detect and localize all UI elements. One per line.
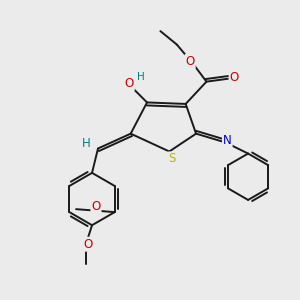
Text: H: H bbox=[82, 137, 91, 150]
Text: O: O bbox=[230, 71, 239, 84]
Text: N: N bbox=[223, 134, 232, 147]
Text: O: O bbox=[124, 77, 134, 90]
Text: O: O bbox=[91, 200, 101, 213]
Text: O: O bbox=[185, 55, 195, 68]
Text: S: S bbox=[168, 152, 176, 165]
Text: H: H bbox=[137, 72, 145, 82]
Text: O: O bbox=[84, 238, 93, 251]
